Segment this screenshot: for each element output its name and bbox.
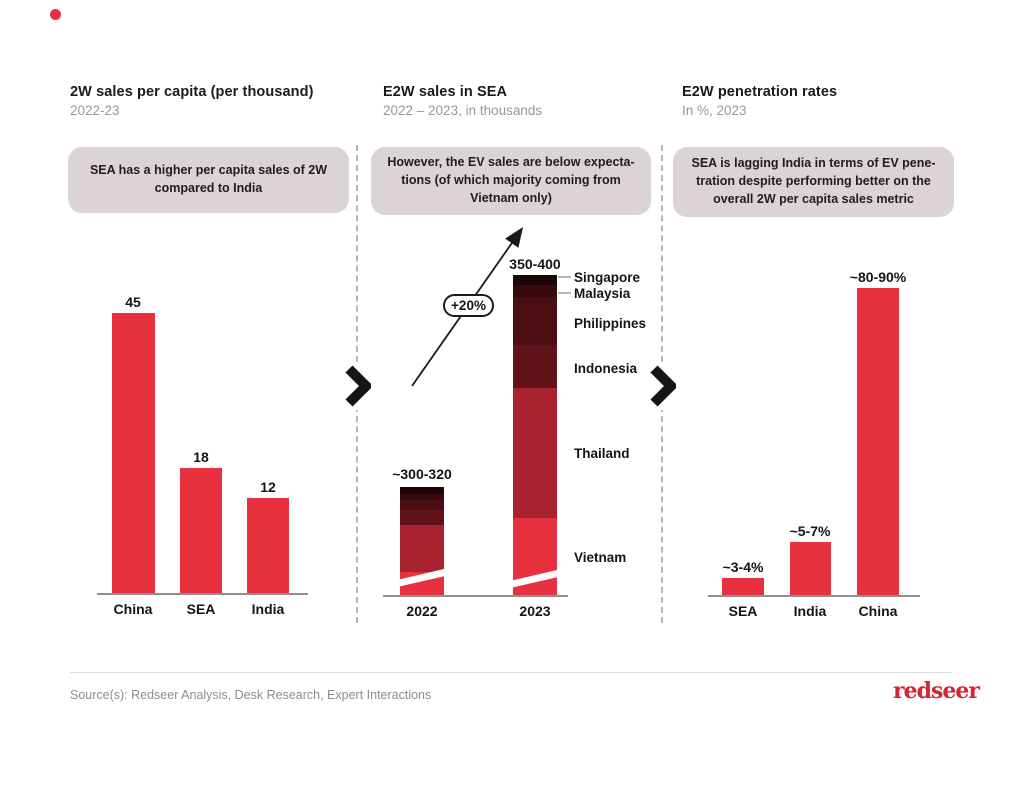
- axis-label-sea: SEA: [186, 601, 216, 617]
- bar-india: [790, 542, 831, 595]
- bar-china: [857, 288, 899, 595]
- segment-label-philippines: Philippines: [574, 316, 647, 331]
- segment-philippines: [513, 297, 557, 346]
- panel-right-title: E2W penetration rates: [682, 84, 838, 100]
- panel-right-header: E2W penetration rates In %, 2023: [682, 84, 962, 118]
- bar-value-sea: 18: [193, 449, 209, 465]
- segment-indonesia: [400, 509, 444, 526]
- panel-left-header: 2W sales per capita (per thousand) 2022-…: [70, 84, 360, 118]
- bar-value-india: ~5-7%: [789, 523, 831, 539]
- bar-sea: [180, 468, 222, 593]
- panel-left-title: 2W sales per capita (per thousand): [70, 84, 314, 100]
- leader-line-singapore: [558, 276, 571, 278]
- segment-singapore: [513, 275, 557, 286]
- bar-china: [112, 313, 155, 593]
- segment-thailand: [513, 387, 557, 519]
- panel-middle-header: E2W sales in SEA 2022 – 2023, in thousan…: [383, 84, 653, 118]
- segment-malaysia: [400, 493, 444, 501]
- bar-sea: [722, 578, 764, 595]
- bar-value-sea: ~3-4%: [722, 559, 764, 575]
- axis-label-india: India: [251, 601, 285, 617]
- stacked-bar-2022: [400, 487, 444, 595]
- segment-malaysia: [513, 285, 557, 298]
- growth-badge: +20%: [443, 294, 494, 317]
- callout-right: SEA is lagging India in terms of EV pene…: [673, 147, 954, 217]
- footer-divider: [70, 672, 953, 673]
- leader-line-malaysia: [558, 292, 571, 294]
- axis-label-china: China: [858, 603, 898, 619]
- callout-left: SEA has a higher per capita sales of 2W …: [68, 147, 349, 213]
- axis-label-india: India: [793, 603, 827, 619]
- panel-middle-subtitle: 2022 – 2023, in thousands: [383, 103, 543, 118]
- axis-label-sea: SEA: [728, 603, 758, 619]
- bar-india: [247, 498, 289, 593]
- panel-middle-title: E2W sales in SEA: [383, 84, 508, 100]
- bar-total-2023: 350-400: [509, 256, 561, 272]
- callout-middle: However, the EV sales are below expecta-…: [371, 147, 651, 215]
- panel-left-subtitle: 2022-23: [70, 103, 120, 118]
- segment-indonesia: [513, 345, 557, 389]
- axis-label-2022: 2022: [406, 603, 438, 619]
- segment-label-malaysia: Malaysia: [574, 286, 631, 301]
- segment-philippines: [400, 499, 444, 511]
- bar-value-china: 45: [125, 294, 141, 310]
- segment-label-indonesia: Indonesia: [574, 361, 638, 376]
- segment-label-vietnam: Vietnam: [574, 550, 627, 565]
- panel-right-subtitle: In %, 2023: [682, 103, 747, 118]
- bar-total-2022: ~300-320: [392, 466, 452, 482]
- segment-label-singapore: Singapore: [574, 270, 641, 285]
- bar-value-china: ~80-90%: [849, 269, 907, 285]
- x-axis: [97, 593, 308, 595]
- x-axis: [383, 595, 568, 597]
- segment-label-thailand: Thailand: [574, 446, 630, 461]
- bar-value-india: 12: [260, 479, 276, 495]
- redseer-logo: redseer: [893, 678, 980, 704]
- axis-label-china: China: [113, 601, 153, 617]
- chevron-right-icon: [648, 362, 676, 410]
- chevron-right-icon: [343, 362, 371, 410]
- stacked-bar-2023: [513, 275, 557, 595]
- source-text: Source(s): Redseer Analysis, Desk Resear…: [70, 688, 432, 702]
- x-axis: [708, 595, 920, 597]
- slide-marker-dot: [50, 9, 61, 20]
- segment-thailand: [400, 524, 444, 573]
- axis-label-2023: 2023: [519, 603, 551, 619]
- segment-singapore: [400, 487, 444, 495]
